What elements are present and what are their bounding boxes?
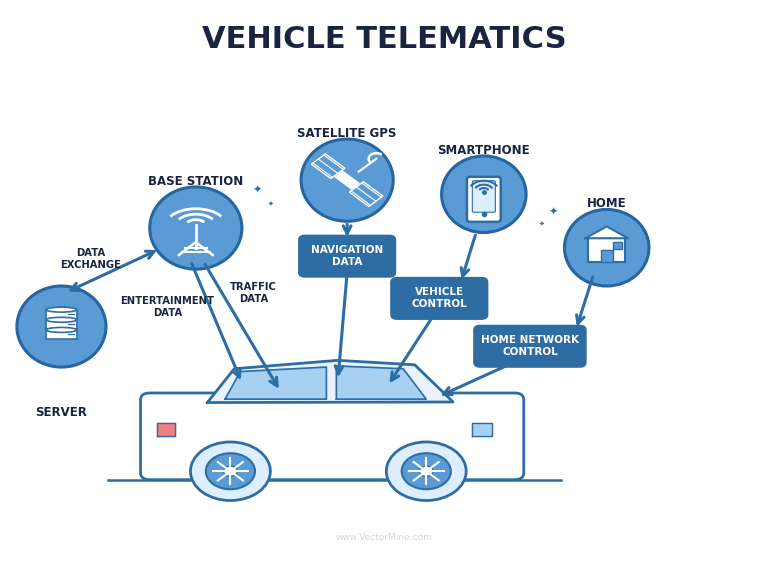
Ellipse shape [17,286,106,367]
Bar [46,310,77,319]
Text: www.VectorMine.com: www.VectorMine.com [336,533,432,542]
FancyBboxPatch shape [474,325,586,367]
Polygon shape [335,171,359,189]
Bar [601,249,613,262]
Text: VEHICLE
CONTROL: VEHICLE CONTROL [412,287,467,310]
FancyBboxPatch shape [391,278,488,319]
Text: HOME: HOME [587,197,627,211]
Bar [613,242,622,249]
Circle shape [206,453,255,489]
Polygon shape [157,423,175,436]
Polygon shape [585,226,628,238]
Text: HOME NETWORK
CONTROL: HOME NETWORK CONTROL [481,335,579,358]
Text: NAVIGATION
DATA: NAVIGATION DATA [311,245,383,267]
Text: ✦: ✦ [253,185,262,195]
Ellipse shape [46,307,77,312]
Ellipse shape [442,156,526,233]
Text: ✦: ✦ [538,221,545,226]
Text: TRAFFIC
DATA: TRAFFIC DATA [230,282,277,304]
Circle shape [223,466,237,476]
Polygon shape [207,360,453,403]
Text: ✦: ✦ [268,201,274,207]
Polygon shape [311,154,345,178]
FancyBboxPatch shape [299,235,396,277]
Ellipse shape [564,209,649,286]
Ellipse shape [150,187,242,269]
FancyBboxPatch shape [472,181,495,212]
Polygon shape [349,182,383,207]
Ellipse shape [301,139,393,221]
FancyBboxPatch shape [467,177,501,222]
Circle shape [190,442,270,501]
Text: BASE STATION: BASE STATION [148,175,243,189]
Text: DATA
EXCHANGE: DATA EXCHANGE [60,248,121,270]
Circle shape [419,466,433,476]
Polygon shape [225,367,326,399]
Text: SERVER: SERVER [35,405,88,419]
Polygon shape [336,366,426,399]
Text: SMARTPHONE: SMARTPHONE [438,144,530,157]
FancyBboxPatch shape [141,393,524,480]
Circle shape [402,453,451,489]
Bar [46,330,77,339]
Polygon shape [472,423,492,436]
Bar [588,238,625,262]
Text: ENTERTAINMENT
DATA: ENTERTAINMENT DATA [121,296,214,318]
Ellipse shape [46,328,77,332]
Ellipse shape [46,318,77,322]
Circle shape [386,442,466,501]
Text: ✦: ✦ [548,207,558,217]
Text: SATELLITE GPS: SATELLITE GPS [297,127,397,140]
Bar [46,320,77,329]
Text: VEHICLE TELEMATICS: VEHICLE TELEMATICS [202,25,566,54]
